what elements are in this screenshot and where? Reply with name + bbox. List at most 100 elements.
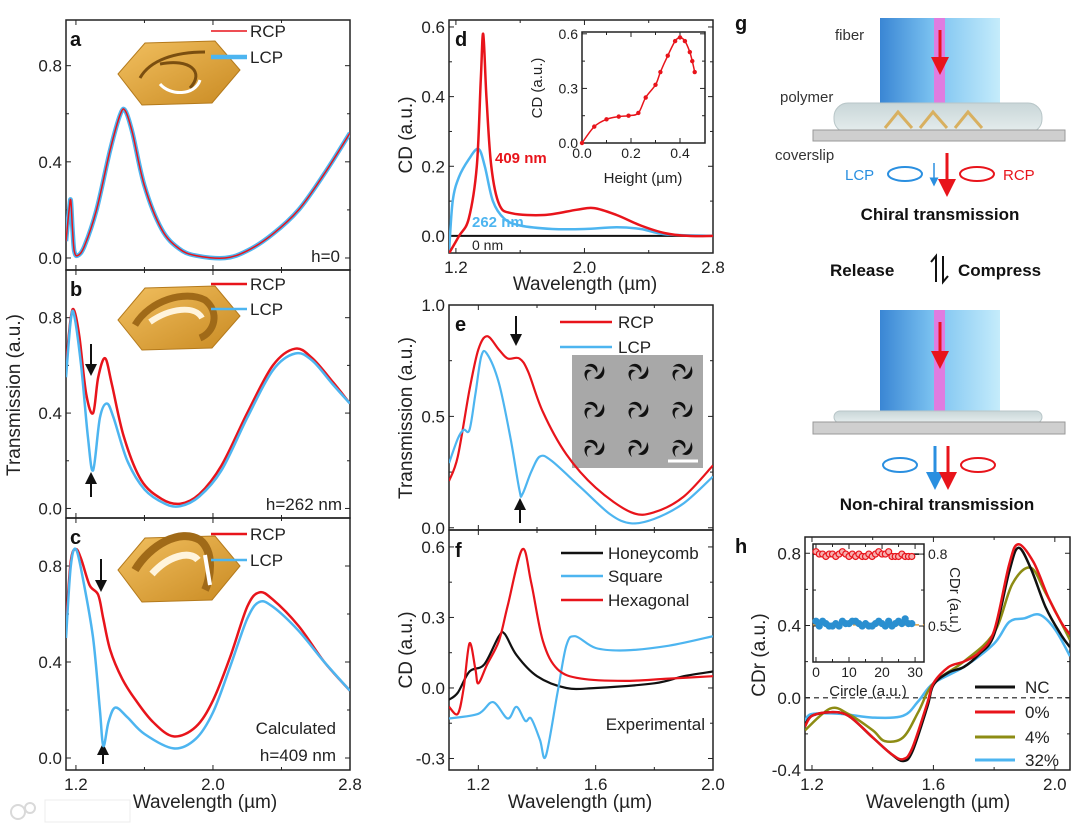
panel-letter-b: b <box>70 279 82 301</box>
fiber-label: fiber <box>835 27 864 44</box>
lcp-circular-arrow-icon <box>887 166 923 182</box>
series-honeycomb-line <box>449 630 713 701</box>
data-point <box>626 113 631 118</box>
x-axis-title: Height (µm) <box>604 170 683 187</box>
x-tick-label: 2.0 <box>201 775 225 794</box>
annotation: 262 nm <box>472 214 524 231</box>
gold-structures-raised <box>883 109 984 129</box>
legend-label: Honeycomb <box>608 544 699 563</box>
panel-letter-d: d <box>455 29 467 51</box>
y-tick-label: 0.0 <box>421 519 445 538</box>
panel-letter-f: f <box>455 540 462 562</box>
annotation: 0 nm <box>472 237 503 253</box>
y-tick-label: 0.3 <box>421 608 445 627</box>
x-tick-label: 0.2 <box>621 145 641 161</box>
rcp-circular-arrow-icon-2 <box>960 457 996 473</box>
data-point <box>908 552 916 561</box>
x-axis-title: Wavelength (µm) <box>508 792 652 813</box>
data-point <box>885 617 893 625</box>
legend-label: 32% <box>1025 751 1059 770</box>
panel-c: 1.2 2.0 2.8 0.0 0.4 0.8 c Wavelength (µm) RCP LCP… <box>38 517 362 813</box>
y-axis-title: CDr (a.u.) <box>749 613 770 696</box>
x-tick-label: 1.2 <box>64 775 88 794</box>
series-hexagonal-line <box>449 547 713 716</box>
plot-frame <box>448 529 714 771</box>
legend-label: Square <box>608 567 663 586</box>
panel-g-diagram: g fiber polymer coverslip LCP RCP Chiral… <box>735 13 1066 514</box>
series-square-line <box>449 635 713 760</box>
y-tick-label: -0.3 <box>416 749 445 768</box>
panel-letter-a: a <box>70 29 82 51</box>
reversible-arrows-icon <box>930 253 949 285</box>
data-point <box>682 38 688 44</box>
panel-letter-h: h <box>735 536 747 558</box>
chiral-transmission-caption: Chiral transmission <box>861 205 1020 224</box>
data-point <box>687 49 693 55</box>
x-tick-label: 20 <box>874 664 890 680</box>
series-262-nm-line <box>449 147 713 253</box>
x-axis-title: Wavelength (µm) <box>513 274 657 295</box>
shared-y-axis-title-abc: Transmission (a.u.) <box>4 314 25 476</box>
legend-label: LCP <box>250 551 283 570</box>
legend: RCP LCP <box>211 275 286 319</box>
y-axis-title: CD (a.u.) <box>396 96 417 173</box>
data-point <box>672 38 678 44</box>
data-point <box>881 622 889 630</box>
legend-label: RCP <box>250 275 286 294</box>
y-tick-label: 0.4 <box>38 653 62 672</box>
rcp-circular-arrow-icon <box>959 166 995 182</box>
panel-letter-g: g <box>735 13 747 35</box>
y-tick-label: 0.3 <box>559 80 579 96</box>
legend: Honeycomb Square Hexagonal <box>561 544 699 610</box>
x-tick-label: 1.6 <box>584 775 608 794</box>
data-point <box>898 620 906 628</box>
coverslip-top <box>812 129 1066 142</box>
panel-h-inset: 0 10 20 30 0.5 0.8 Circle (a.u.) CDr (a.u.) <box>812 543 963 700</box>
legend-label: LCP <box>618 338 651 357</box>
data-point <box>604 117 609 122</box>
data-point <box>636 110 641 116</box>
legend: RCP LCP <box>560 313 654 357</box>
y-axis-title: CD (a.u.) <box>529 58 546 119</box>
plot-frame <box>804 536 1071 771</box>
y-tick-label: -0.4 <box>772 761 801 780</box>
y-tick-label: 0.8 <box>38 557 62 576</box>
panel-letter-e: e <box>455 314 466 336</box>
series-rcp-line <box>66 547 350 738</box>
data-point <box>692 69 697 75</box>
annotation: Calculated <box>256 719 336 738</box>
legend-label: RCP <box>250 525 286 544</box>
annotation: h=409 nm <box>260 746 336 765</box>
x-tick-label: 30 <box>907 664 923 680</box>
plot-frame <box>65 517 351 771</box>
panel-h: 1.2 1.6 2.0 -0.4 0.0 0.4 0.8 Wavelength (µm) CDr… <box>749 536 1071 813</box>
plot-frame <box>581 31 706 144</box>
y-tick-label: 0.0 <box>38 499 62 518</box>
y-tick-label: 0.4 <box>38 404 62 423</box>
y-tick-label: 0.4 <box>38 153 62 172</box>
panel-e: 0.0 0.5 1.0 e Transmission (a.u.) RCP LCP <box>396 296 714 538</box>
x-tick-label: 0.0 <box>572 145 592 161</box>
annotation: Experimental <box>606 715 705 734</box>
release-label: Release <box>830 261 894 280</box>
series-rcp-line <box>449 335 713 516</box>
x-tick-label: 0 <box>812 664 820 680</box>
y-tick-label: 0.0 <box>421 227 445 246</box>
y-tick-label: 0.4 <box>421 88 445 107</box>
legend: RCP LCP <box>211 525 286 570</box>
legend-label: Hexagonal <box>608 591 689 610</box>
series-rcp-line <box>66 108 350 259</box>
x-tick-label: 1.2 <box>800 775 824 794</box>
series-lcp-line <box>66 309 350 508</box>
y-tick-label: 0.8 <box>777 544 801 563</box>
x-tick-label: 2.8 <box>701 258 725 277</box>
x-axis-title: Circle (a.u.) <box>829 683 907 700</box>
structure-inset-262nm <box>117 285 241 351</box>
x-tick-label: 2.0 <box>701 775 725 794</box>
y-tick-label: 0.0 <box>777 689 801 708</box>
panel-b: 0.0 0.4 0.8 b RCP LCP h=262 nm <box>38 269 351 519</box>
legend-label: RCP <box>618 313 654 332</box>
legend: NC 0% 4% 32% <box>975 678 1059 770</box>
annotation: h=262 nm <box>266 495 342 514</box>
series-released <box>812 615 916 630</box>
